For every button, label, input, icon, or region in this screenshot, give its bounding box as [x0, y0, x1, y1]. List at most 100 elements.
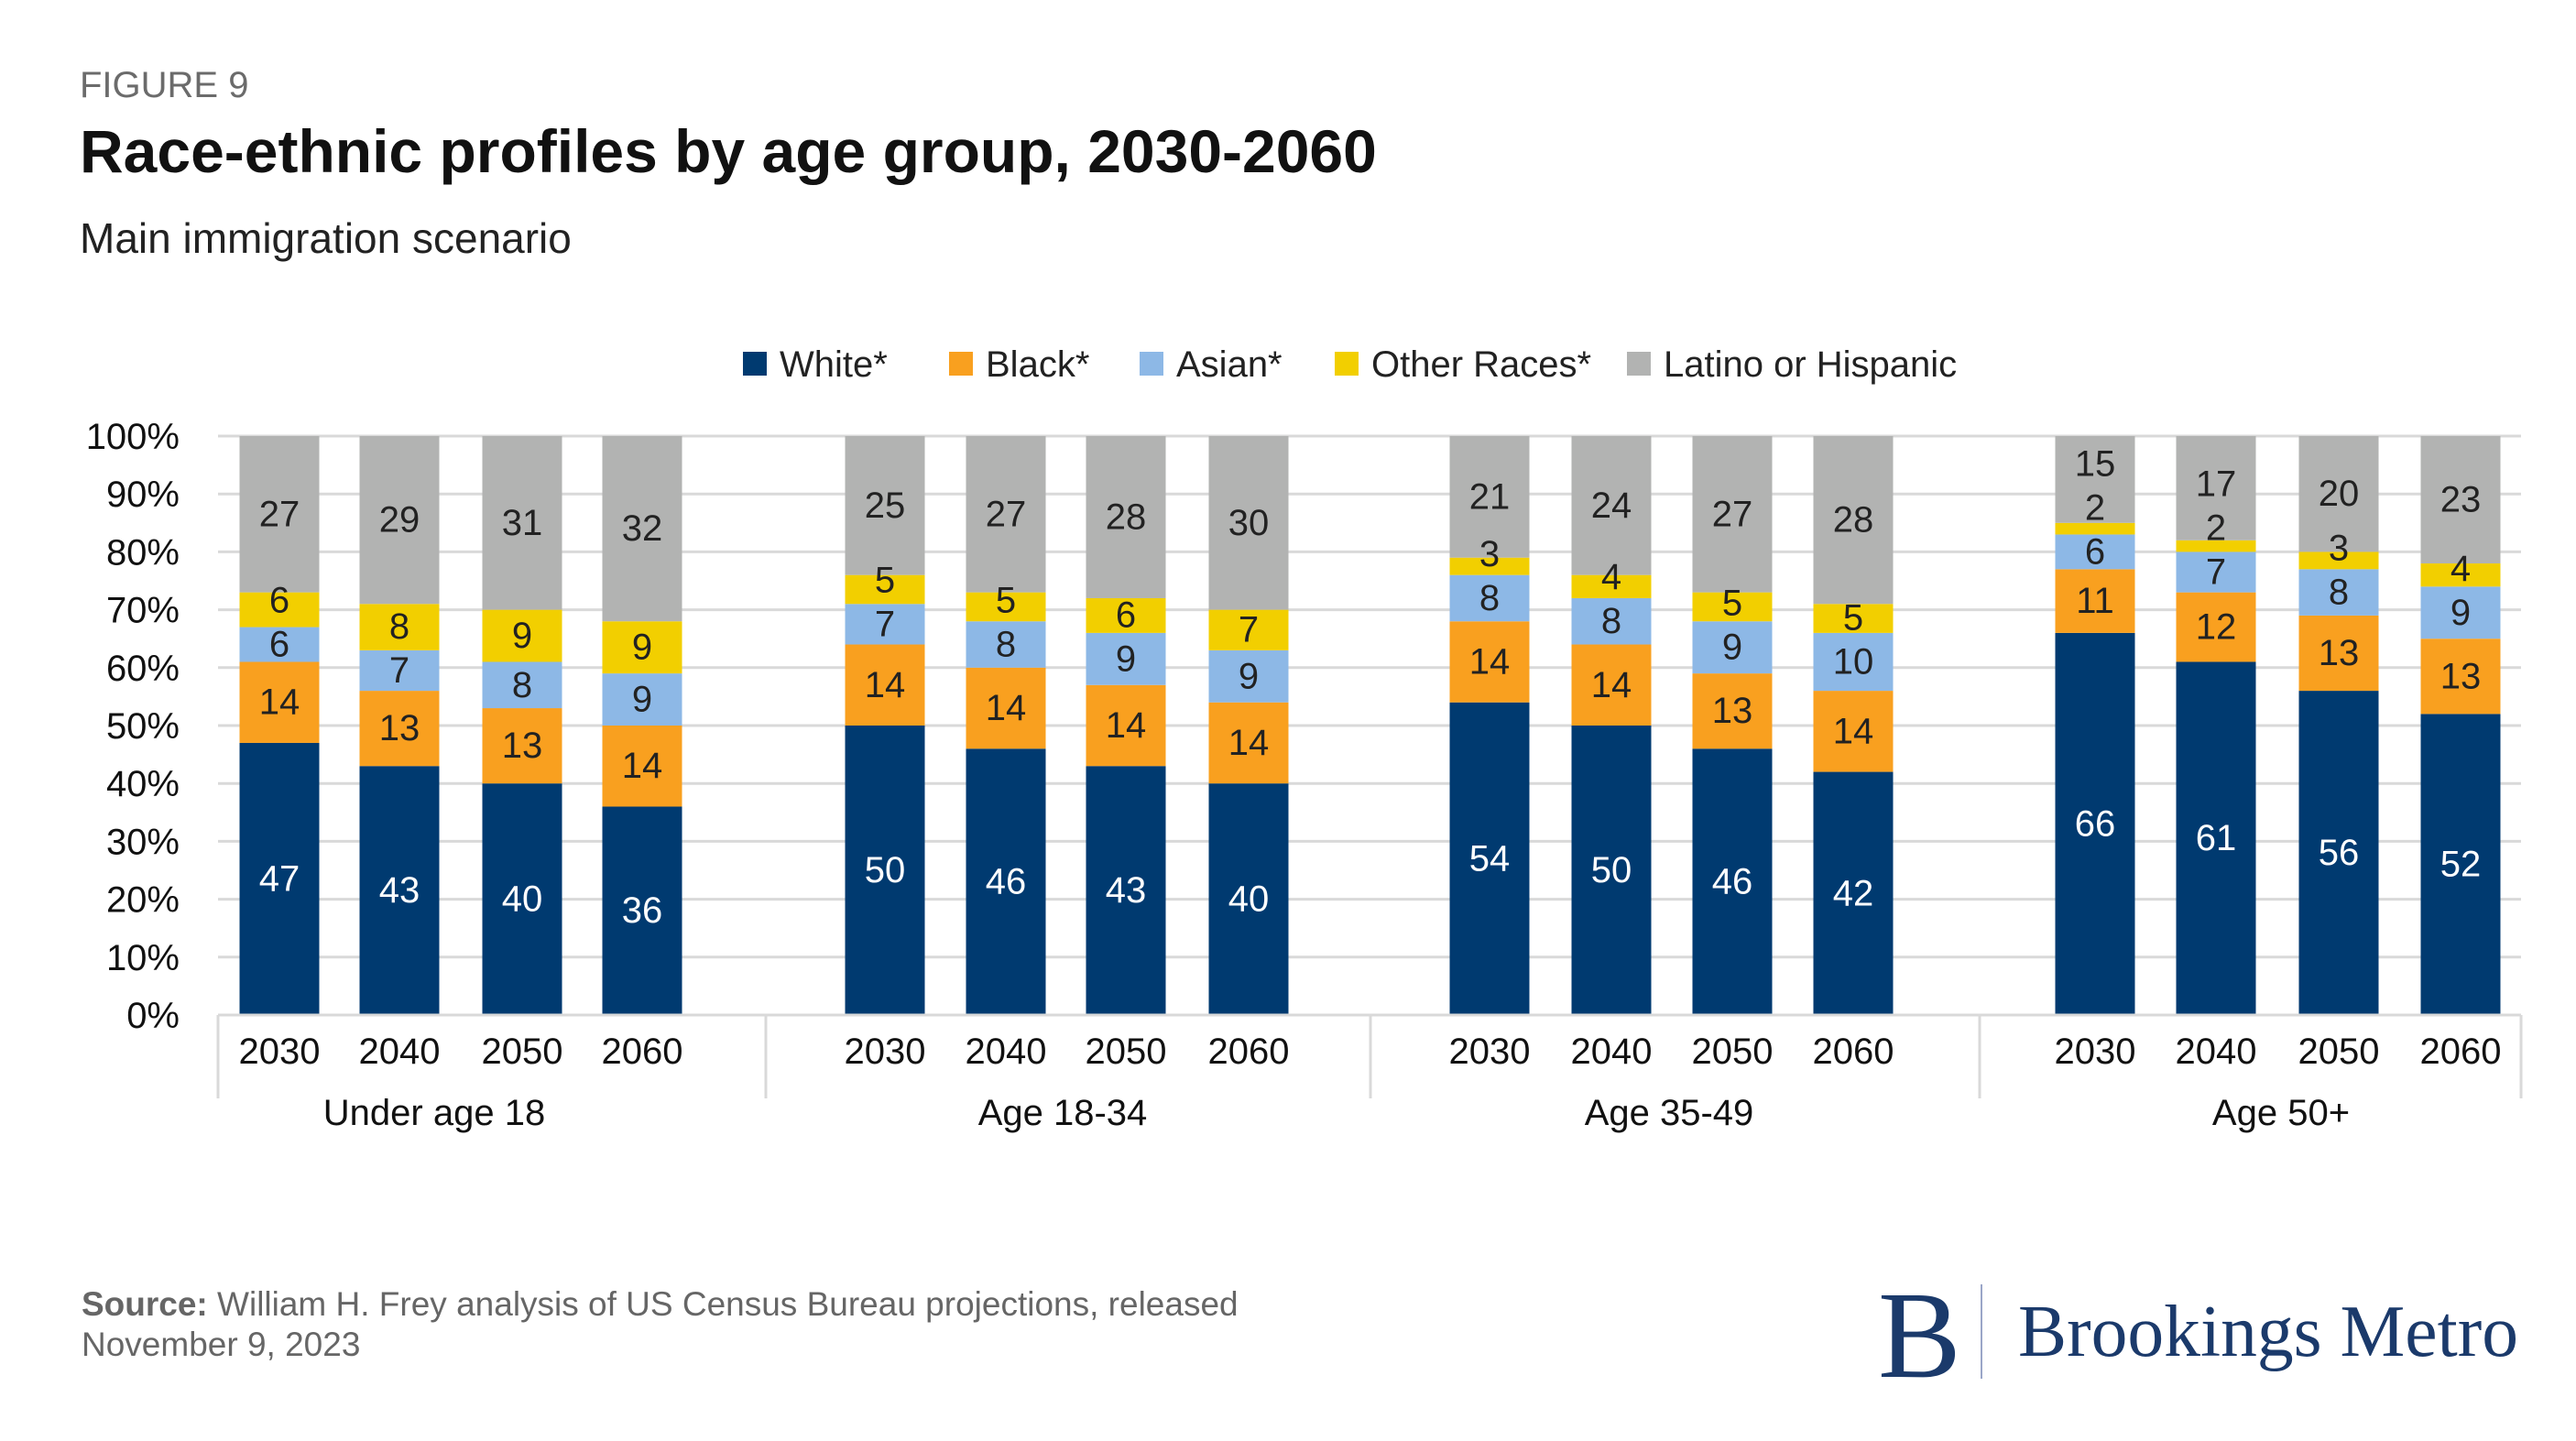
stacked-bar: 56 13 83 20 [2298, 436, 2379, 1015]
bar-segment [1208, 436, 1289, 610]
bar-segment [359, 604, 440, 650]
bar-segment [239, 742, 320, 1015]
brookings-metro-logo: B Brookings Metro [1878, 1267, 2518, 1404]
bar-segment [2055, 534, 2135, 570]
x-tick-year: 2030 [239, 1032, 321, 1072]
bar-segment [845, 604, 925, 645]
bar-segment [1086, 436, 1166, 598]
legend-swatch [1335, 352, 1359, 376]
logo-text: Brookings Metro [2018, 1292, 2518, 1372]
source-text-1: William H. Frey analysis of US Census Bu… [208, 1285, 1239, 1323]
data-label: 24 [1591, 486, 1632, 526]
bar-segment [2055, 522, 2135, 535]
bar-segment [2298, 551, 2379, 570]
bar-segment [2420, 639, 2501, 715]
data-label: 5 [1722, 584, 1742, 624]
x-group-label: Age 50+ [2212, 1093, 2350, 1133]
stacked-bar: 46 13 95 27 [1692, 436, 1773, 1015]
bar-segment [1692, 748, 1773, 1015]
data-label: 14 [622, 746, 663, 786]
data-label: 14 [1469, 641, 1511, 682]
bars: 4714662743137829401389313614993250147525… [239, 436, 2501, 1015]
data-label: 56 [2319, 833, 2360, 873]
bar-segment [2420, 563, 2501, 587]
bar-segment [2055, 569, 2135, 633]
data-label: 17 [2196, 464, 2237, 505]
stacked-bar: 50 14 84 24 [1571, 436, 1652, 1015]
x-tick-year: 2040 [1571, 1032, 1653, 1072]
stacked-bar: 43 13 78 29 [359, 436, 440, 1015]
bar-segment [482, 436, 562, 610]
data-label: 9 [632, 628, 652, 668]
bar-segment [845, 436, 925, 575]
y-tick-label: 70% [106, 591, 180, 631]
y-tick-label: 40% [106, 764, 180, 804]
legend-swatch [1627, 352, 1651, 376]
data-label: 66 [2075, 803, 2116, 844]
data-label: 13 [1712, 691, 1753, 731]
bar-segment [1086, 766, 1166, 1015]
bar-segment [1449, 557, 1530, 575]
data-label: 8 [1601, 601, 1621, 641]
legend-swatch [1140, 352, 1163, 376]
stacked-bar: 46 14 85 27 [966, 436, 1046, 1015]
data-label: 21 [1469, 476, 1511, 517]
stacked-bar: 42 14 105 28 [1813, 436, 1894, 1015]
y-axis-ticks: 0% 10% 20% 30% 40% 50% 60% 70% 80% 90% 100% [86, 417, 180, 1036]
y-tick-label: 90% [106, 475, 180, 515]
data-label: 5 [875, 560, 895, 600]
data-label: 4 [2450, 549, 2471, 589]
bar-segment [1813, 632, 1894, 692]
data-label: 9 [512, 616, 532, 656]
bar-segment [239, 592, 320, 628]
data-label: 40 [502, 879, 543, 920]
data-label: 6 [269, 581, 289, 621]
data-label: 7 [389, 650, 409, 691]
bar-segment [2176, 551, 2256, 593]
data-label: 9 [1116, 639, 1136, 679]
x-tick-year: 2060 [602, 1032, 683, 1072]
bar-segment [1086, 597, 1166, 633]
data-label: 32 [622, 508, 663, 549]
x-tick-year: 2040 [2176, 1032, 2257, 1072]
data-label: 6 [2085, 531, 2105, 572]
data-label: 14 [1106, 705, 1147, 746]
y-tick-label: 80% [106, 532, 180, 573]
data-label: 14 [986, 688, 1027, 728]
figure-label: FIGURE 9 [80, 65, 248, 105]
y-tick-label: 50% [106, 706, 180, 747]
legend-label: Other Races* [1371, 344, 1591, 385]
data-label: 47 [259, 858, 300, 899]
source-note: Source: William H. Frey analysis of US C… [82, 1285, 1239, 1323]
bar-segment [482, 661, 562, 709]
data-label: 2 [2206, 508, 2226, 549]
bar-segment [1692, 592, 1773, 622]
data-label: 13 [379, 708, 420, 748]
stacked-bar: 47 14 66 27 [239, 436, 320, 1015]
data-label: 9 [632, 680, 652, 720]
x-tick-year: 2040 [359, 1032, 441, 1072]
x-group-label: Age 18-34 [978, 1093, 1148, 1133]
bar-segment [2420, 586, 2501, 639]
bar-segment [1813, 691, 1894, 772]
data-label: 13 [2319, 633, 2360, 673]
bar-segment [1571, 597, 1652, 645]
bar-segment [239, 436, 320, 593]
data-label: 9 [1239, 656, 1259, 696]
legend-label: Latino or Hispanic [1664, 344, 1957, 385]
stacked-bar: 36 14 9 9 32 [602, 436, 682, 1015]
bar-segment [966, 667, 1046, 749]
data-label: 8 [1479, 578, 1500, 618]
bar-segment [482, 783, 562, 1015]
data-label: 29 [379, 500, 420, 540]
bar-segment [482, 609, 562, 662]
bar-segment [1813, 771, 1894, 1015]
data-label: 43 [1106, 870, 1147, 911]
data-label: 11 [2076, 581, 2114, 621]
bar-segment [2176, 661, 2256, 1015]
data-label: 28 [1106, 497, 1147, 537]
bar-segment [966, 592, 1046, 622]
x-group-label: Under age 18 [323, 1093, 545, 1133]
